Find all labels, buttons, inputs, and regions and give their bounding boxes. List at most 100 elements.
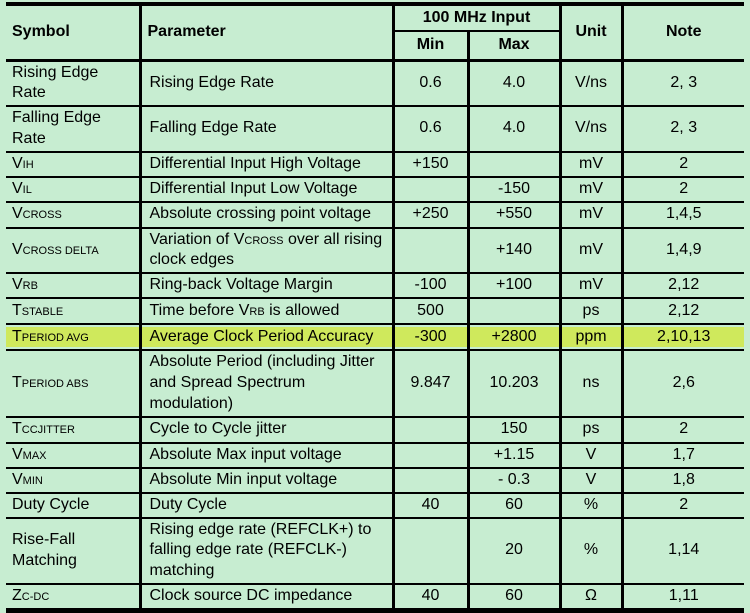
symbol-cell: Falling Edge Rate bbox=[6, 105, 140, 152]
parameter-cell: Differential Input Low Voltage bbox=[138, 175, 393, 202]
parameter-text: Falling Edge Rate bbox=[149, 119, 277, 137]
unit-cell: ps bbox=[558, 297, 622, 325]
parameter-cell: Ring-back Voltage Margin bbox=[138, 272, 393, 299]
min-cell bbox=[391, 466, 468, 493]
symbol-base: T bbox=[12, 327, 22, 345]
note-cell: 2,10,13 bbox=[620, 323, 744, 351]
note-cell: 1,14 bbox=[620, 516, 744, 585]
max-cell: 10.203 bbox=[466, 349, 560, 417]
unit-cell: Ω bbox=[558, 583, 622, 611]
header-max: Max bbox=[466, 31, 562, 62]
table-row: TPERIOD ABS Absolute Period (including J… bbox=[6, 349, 744, 417]
symbol-cell: Rising Edge Rate bbox=[6, 58, 140, 107]
max-cell: 4.0 bbox=[466, 58, 560, 107]
symbol-cell: ZC-DC bbox=[6, 583, 140, 611]
symbol-cell: VRB bbox=[6, 272, 140, 299]
parameter-sub: RB bbox=[249, 305, 265, 318]
parameter-cell: Absolute Max input voltage bbox=[138, 441, 393, 468]
min-cell bbox=[391, 175, 468, 202]
symbol-cell: VIH bbox=[6, 150, 140, 177]
symbol-cell: VCROSS bbox=[6, 200, 140, 228]
parameter-text: Rising edge rate (REFCLK+) to falling ed… bbox=[149, 520, 372, 580]
parameter-cell: Variation of VCROSS over all rising cloc… bbox=[138, 226, 393, 274]
min-cell: 9.847 bbox=[391, 349, 468, 417]
symbol-sub: STABLE bbox=[21, 305, 64, 318]
max-cell: +2800 bbox=[466, 323, 560, 351]
note-cell: 2, 3 bbox=[620, 105, 744, 152]
parameter-text: Duty Cycle bbox=[149, 495, 227, 513]
symbol-cell: VMAX bbox=[6, 441, 140, 468]
symbol-base: V bbox=[12, 154, 23, 172]
symbol-cell: VCROSS DELTA bbox=[6, 226, 140, 274]
table-row: VMIN Absolute Min input voltage - 0.3 V … bbox=[6, 466, 744, 493]
symbol-sub: MIN bbox=[22, 474, 43, 487]
table-row: ZC-DC Clock source DC impedance 40 60 Ω … bbox=[6, 583, 744, 611]
parameter-text-tail: is allowed bbox=[264, 301, 340, 319]
min-cell: 500 bbox=[391, 297, 468, 325]
symbol-cell: VIL bbox=[6, 175, 140, 202]
parameter-cell: Time before VRB is allowed bbox=[138, 297, 393, 325]
symbol-sub: PERIOD AVG bbox=[21, 331, 89, 344]
unit-cell: % bbox=[558, 516, 622, 585]
table-row-highlighted: TPERIOD AVG Average Clock Period Accurac… bbox=[6, 323, 744, 351]
parameter-sub: CROSS bbox=[244, 234, 284, 247]
unit-cell: mV bbox=[558, 175, 622, 202]
parameter-text: Differential Input Low Voltage bbox=[149, 179, 358, 197]
note-cell: 1,8 bbox=[620, 466, 744, 493]
symbol-sub: IH bbox=[22, 158, 34, 171]
parameter-text: Ring-back Voltage Margin bbox=[149, 276, 333, 294]
note-cell: 2,6 bbox=[620, 349, 744, 417]
header-parameter: Parameter bbox=[138, 4, 393, 62]
table-row: VIL Differential Input Low Voltage -150 … bbox=[6, 175, 744, 202]
symbol-base: V bbox=[12, 179, 23, 197]
unit-cell: % bbox=[558, 491, 622, 518]
min-cell bbox=[391, 226, 468, 274]
symbol-base: V bbox=[12, 276, 23, 294]
min-cell: +250 bbox=[391, 200, 468, 228]
parameter-text: Average Clock Period Accuracy bbox=[149, 327, 374, 345]
table-body: Rising Edge Rate Rising Edge Rate 0.6 4.… bbox=[6, 58, 744, 611]
min-cell bbox=[391, 441, 468, 468]
header-note: Note bbox=[620, 4, 744, 62]
note-cell: 2,12 bbox=[620, 272, 744, 299]
note-cell: 2,12 bbox=[620, 297, 744, 325]
symbol-sub: CROSS DELTA bbox=[22, 245, 99, 258]
symbol-cell: VMIN bbox=[6, 466, 140, 493]
symbol-base: T bbox=[12, 301, 22, 319]
max-cell: -150 bbox=[466, 175, 560, 202]
symbol-cell: TPERIOD ABS bbox=[6, 349, 140, 417]
max-cell bbox=[466, 150, 560, 177]
parameter-text: Cycle to Cycle jitter bbox=[149, 420, 287, 438]
max-cell: +550 bbox=[466, 200, 560, 228]
min-cell: 0.6 bbox=[391, 105, 468, 152]
parameter-text: Differential Input High Voltage bbox=[149, 154, 361, 172]
min-cell: 40 bbox=[391, 491, 468, 518]
note-cell: 1,4,5 bbox=[620, 200, 744, 228]
parameter-cell: Falling Edge Rate bbox=[138, 105, 393, 152]
table-row: VMAX Absolute Max input voltage +1.15 V … bbox=[6, 441, 744, 468]
note-cell: 2 bbox=[620, 175, 744, 202]
symbol-base: V bbox=[12, 445, 23, 463]
parameter-text: Absolute crossing point voltage bbox=[149, 205, 371, 223]
note-cell: 2 bbox=[620, 150, 744, 177]
table-row: VRB Ring-back Voltage Margin -100 +100 m… bbox=[6, 272, 744, 299]
min-cell: 40 bbox=[391, 583, 468, 611]
unit-cell: V/ns bbox=[558, 58, 622, 107]
symbol-cell: TSTABLE bbox=[6, 297, 140, 325]
note-cell: 1,4,9 bbox=[620, 226, 744, 274]
table-row: TSTABLE Time before VRB is allowed 500 p… bbox=[6, 297, 744, 325]
unit-cell: V/ns bbox=[558, 105, 622, 152]
table-row: Rising Edge Rate Rising Edge Rate 0.6 4.… bbox=[6, 58, 744, 107]
symbol-base: Z bbox=[12, 587, 22, 605]
parameter-cell: Absolute Period (including Jitter and Sp… bbox=[138, 349, 393, 417]
parameter-text: Variation of V bbox=[149, 230, 245, 248]
symbol-base: V bbox=[12, 241, 23, 259]
note-cell: 2 bbox=[620, 491, 744, 518]
max-cell: 150 bbox=[466, 415, 560, 443]
parameter-cell: Rising edge rate (REFCLK+) to falling ed… bbox=[138, 516, 393, 585]
max-cell bbox=[466, 297, 560, 325]
symbol-base: Falling Edge Rate bbox=[12, 109, 101, 147]
unit-cell: V bbox=[558, 441, 622, 468]
parameter-cell: Rising Edge Rate bbox=[138, 58, 393, 107]
parameter-cell: Differential Input High Voltage bbox=[138, 150, 393, 177]
